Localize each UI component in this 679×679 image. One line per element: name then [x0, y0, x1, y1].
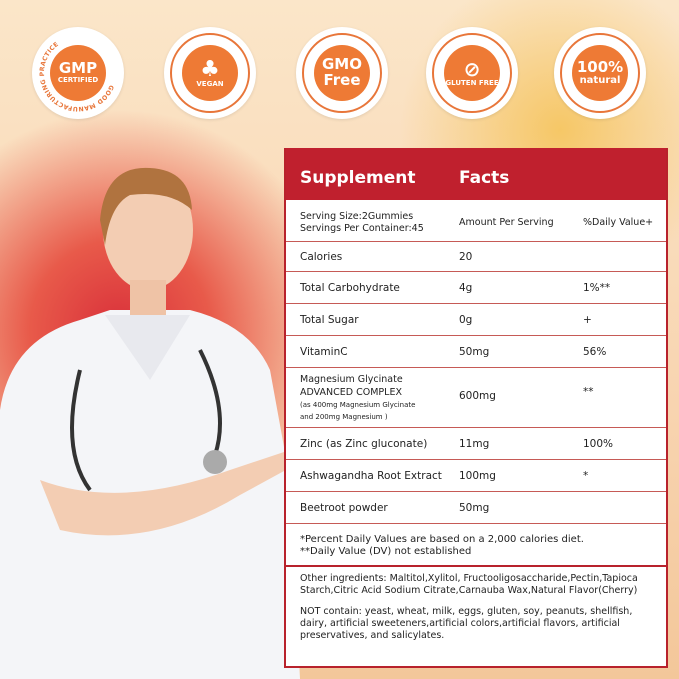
doctor-illustration	[0, 167, 300, 679]
nutrient-amount: 50mg	[459, 502, 490, 514]
table-row: Total Sugar 0g +	[286, 304, 666, 336]
footnote: *Percent Daily Values are based on a 2,0…	[300, 534, 584, 545]
amount-header: Amount Per Serving	[459, 217, 554, 228]
title-left: Supplement	[300, 168, 416, 188]
other-ingredients: Other ingredients: Maltitol,Xylitol, Fru…	[300, 573, 638, 597]
serving-size: Serving Size:2Gummies	[300, 211, 414, 222]
gluten-free-badge: ⊘ GLUTEN FREE	[426, 27, 518, 119]
nutrient-note: (as 400mg Magnesium Glycinate	[300, 401, 416, 409]
nutrient-amount: 20	[459, 251, 473, 263]
nutrient-dv: **	[583, 386, 594, 398]
nutrient-name: Zinc (as Zinc gluconate)	[300, 438, 428, 450]
nutrient-name: Beetroot powder	[300, 502, 388, 514]
title-right: Facts	[459, 168, 510, 188]
badge-main: GMP	[58, 59, 98, 78]
table-row: Ashwagandha Root Extract 100mg *	[286, 460, 666, 492]
nutrient-dv: 56%	[583, 346, 607, 358]
badge-ring-text: GLUTEN FREE	[445, 78, 499, 87]
badge-main: GMO	[322, 55, 362, 74]
nutrient-dv: 100%	[583, 438, 614, 450]
servings-per-container: Servings Per Container:45	[300, 223, 424, 234]
nutrient-name: Total Carbohydrate	[300, 282, 400, 294]
supplement-facts-panel: Supplement Facts Serving Size:2Gummies S…	[284, 148, 668, 668]
nutrient-subname: ADVANCED COMPLEX	[300, 387, 402, 398]
nutrient-dv: *	[583, 470, 589, 482]
table-row: Calories 20	[286, 242, 666, 272]
nutrient-amount: 50mg	[459, 346, 490, 358]
nutrient-amount: 0g	[459, 314, 473, 326]
badge-sub: Free	[323, 71, 361, 89]
nutrient-amount: 4g	[459, 282, 473, 294]
badge-ring-text: VEGAN	[196, 79, 224, 88]
table-row: Beetroot powder 50mg	[286, 492, 666, 524]
nutrient-note: and 200mg Magnesium )	[300, 413, 388, 421]
nutrient-amount: 100mg	[459, 470, 496, 482]
gmo-free-badge: GMO Free	[296, 27, 388, 119]
nutrient-name: VitaminC	[300, 346, 348, 358]
natural-badge: 100% natural	[554, 27, 646, 119]
nutrient-amount: 600mg	[459, 390, 496, 402]
nutrient-name: Magnesium Glycinate	[300, 374, 403, 385]
table-row: VitaminC 50mg 56%	[286, 336, 666, 368]
serving-row: Serving Size:2Gummies Servings Per Conta…	[286, 200, 666, 242]
badge-sub: CERTIFIED	[57, 76, 99, 85]
table-row: Total Carbohydrate 4g 1%**	[286, 272, 666, 304]
vegan-badge: ♣ VEGAN	[164, 27, 256, 119]
nutrient-dv: +	[583, 314, 592, 326]
nutrient-name: Calories	[300, 251, 343, 263]
table-row: Magnesium Glycinate ADVANCED COMPLEX (as…	[286, 368, 666, 428]
nutrient-dv: 1%**	[583, 282, 611, 294]
footnotes: *Percent Daily Values are based on a 2,0…	[286, 524, 666, 567]
crossed-wheat-icon: ⊘ GLUTEN FREE	[444, 45, 500, 101]
nutrient-name: Total Sugar	[300, 314, 359, 326]
broccoli-icon: ♣ VEGAN	[182, 45, 238, 101]
gmp-badge: GOOD MANUFACTURING PRACTICE GMP CERTIFIED	[32, 27, 124, 119]
dv-header: %Daily Value+	[583, 217, 654, 228]
nutrient-amount: 11mg	[459, 438, 490, 450]
badge-sub: natural	[579, 74, 621, 86]
footnote: **Daily Value (DV) not established	[300, 546, 472, 557]
badge-main: 100%	[576, 57, 624, 76]
table-row: Zinc (as Zinc gluconate) 11mg 100%	[286, 428, 666, 460]
facts-header: Supplement Facts	[286, 148, 666, 200]
nutrient-name: Ashwagandha Root Extract	[300, 470, 442, 482]
not-contain: NOT contain: yeast, wheat, milk, eggs, g…	[300, 605, 633, 642]
